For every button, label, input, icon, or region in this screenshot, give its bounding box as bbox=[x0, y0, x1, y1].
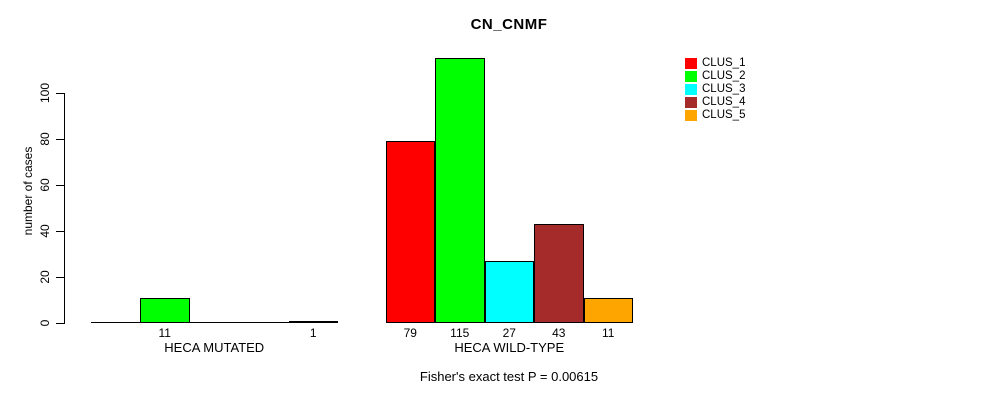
y-tick-mark bbox=[56, 277, 64, 278]
stat-annotation: Fisher's exact test P = 0.00615 bbox=[419, 369, 599, 384]
legend-item-clus_1: CLUS_1 bbox=[685, 57, 745, 70]
legend-swatch-clus_5 bbox=[685, 110, 697, 121]
bar-clus_2-group2 bbox=[435, 58, 485, 323]
bar-clus_4-group1-zero bbox=[239, 322, 289, 323]
legend: CLUS_1 CLUS_2 CLUS_3 CLUS_4 CLUS_5 bbox=[685, 57, 745, 122]
legend-item-clus_5: CLUS_5 bbox=[685, 109, 745, 122]
legend-item-clus_2: CLUS_2 bbox=[685, 70, 745, 83]
legend-label: CLUS_1 bbox=[702, 57, 746, 69]
y-axis-label: number of cases bbox=[21, 146, 35, 236]
y-tick-mark bbox=[56, 139, 64, 140]
legend-swatch-clus_2 bbox=[685, 71, 697, 82]
bar-clus_3-group2 bbox=[484, 261, 534, 323]
bar-value-label: 27 bbox=[502, 326, 516, 340]
bar-clus_4-group2 bbox=[534, 224, 584, 323]
y-tick-mark bbox=[56, 323, 64, 324]
legend-label: CLUS_2 bbox=[702, 70, 746, 82]
y-axis-line bbox=[64, 93, 65, 324]
group-label-2: HECA WILD-TYPE bbox=[454, 340, 565, 355]
bar-clus_1-group1-zero bbox=[90, 322, 140, 323]
y-tick-mark bbox=[56, 231, 64, 232]
bar-value-label: 11 bbox=[602, 326, 615, 340]
y-tick-mark bbox=[56, 93, 64, 94]
y-tick-label: 60 bbox=[38, 178, 52, 192]
bar-clus_5-group1 bbox=[288, 321, 338, 323]
bar-value-label: 1 bbox=[309, 326, 317, 340]
legend-label: CLUS_4 bbox=[702, 96, 746, 108]
bar-value-label: 43 bbox=[552, 326, 566, 340]
bar-clus_5-group2 bbox=[583, 298, 633, 323]
legend-item-clus_4: CLUS_4 bbox=[685, 96, 745, 109]
y-tick-label: 80 bbox=[38, 132, 52, 146]
legend-swatch-clus_4 bbox=[685, 97, 697, 108]
bar-clus_2-group1 bbox=[140, 298, 190, 323]
y-tick-mark bbox=[56, 185, 64, 186]
bar-value-label: 115 bbox=[450, 326, 470, 340]
group-label-1: HECA MUTATED bbox=[164, 340, 265, 355]
y-tick-label: 20 bbox=[38, 270, 52, 284]
y-tick-label: 100 bbox=[38, 82, 52, 104]
bar-value-label: 79 bbox=[403, 326, 417, 340]
legend-swatch-clus_1 bbox=[685, 58, 697, 69]
legend-label: CLUS_3 bbox=[702, 83, 746, 95]
bar-clus_3-group1-zero bbox=[189, 322, 239, 323]
bar-value-label: 11 bbox=[158, 326, 171, 340]
y-tick-label: 0 bbox=[38, 319, 52, 327]
legend-item-clus_3: CLUS_3 bbox=[685, 83, 745, 96]
legend-swatch-clus_3 bbox=[685, 84, 697, 95]
legend-label: CLUS_5 bbox=[702, 109, 746, 121]
chart-title: CN_CNMF bbox=[470, 16, 548, 33]
y-tick-label: 40 bbox=[38, 224, 52, 238]
bar-clus_1-group2 bbox=[385, 141, 435, 323]
